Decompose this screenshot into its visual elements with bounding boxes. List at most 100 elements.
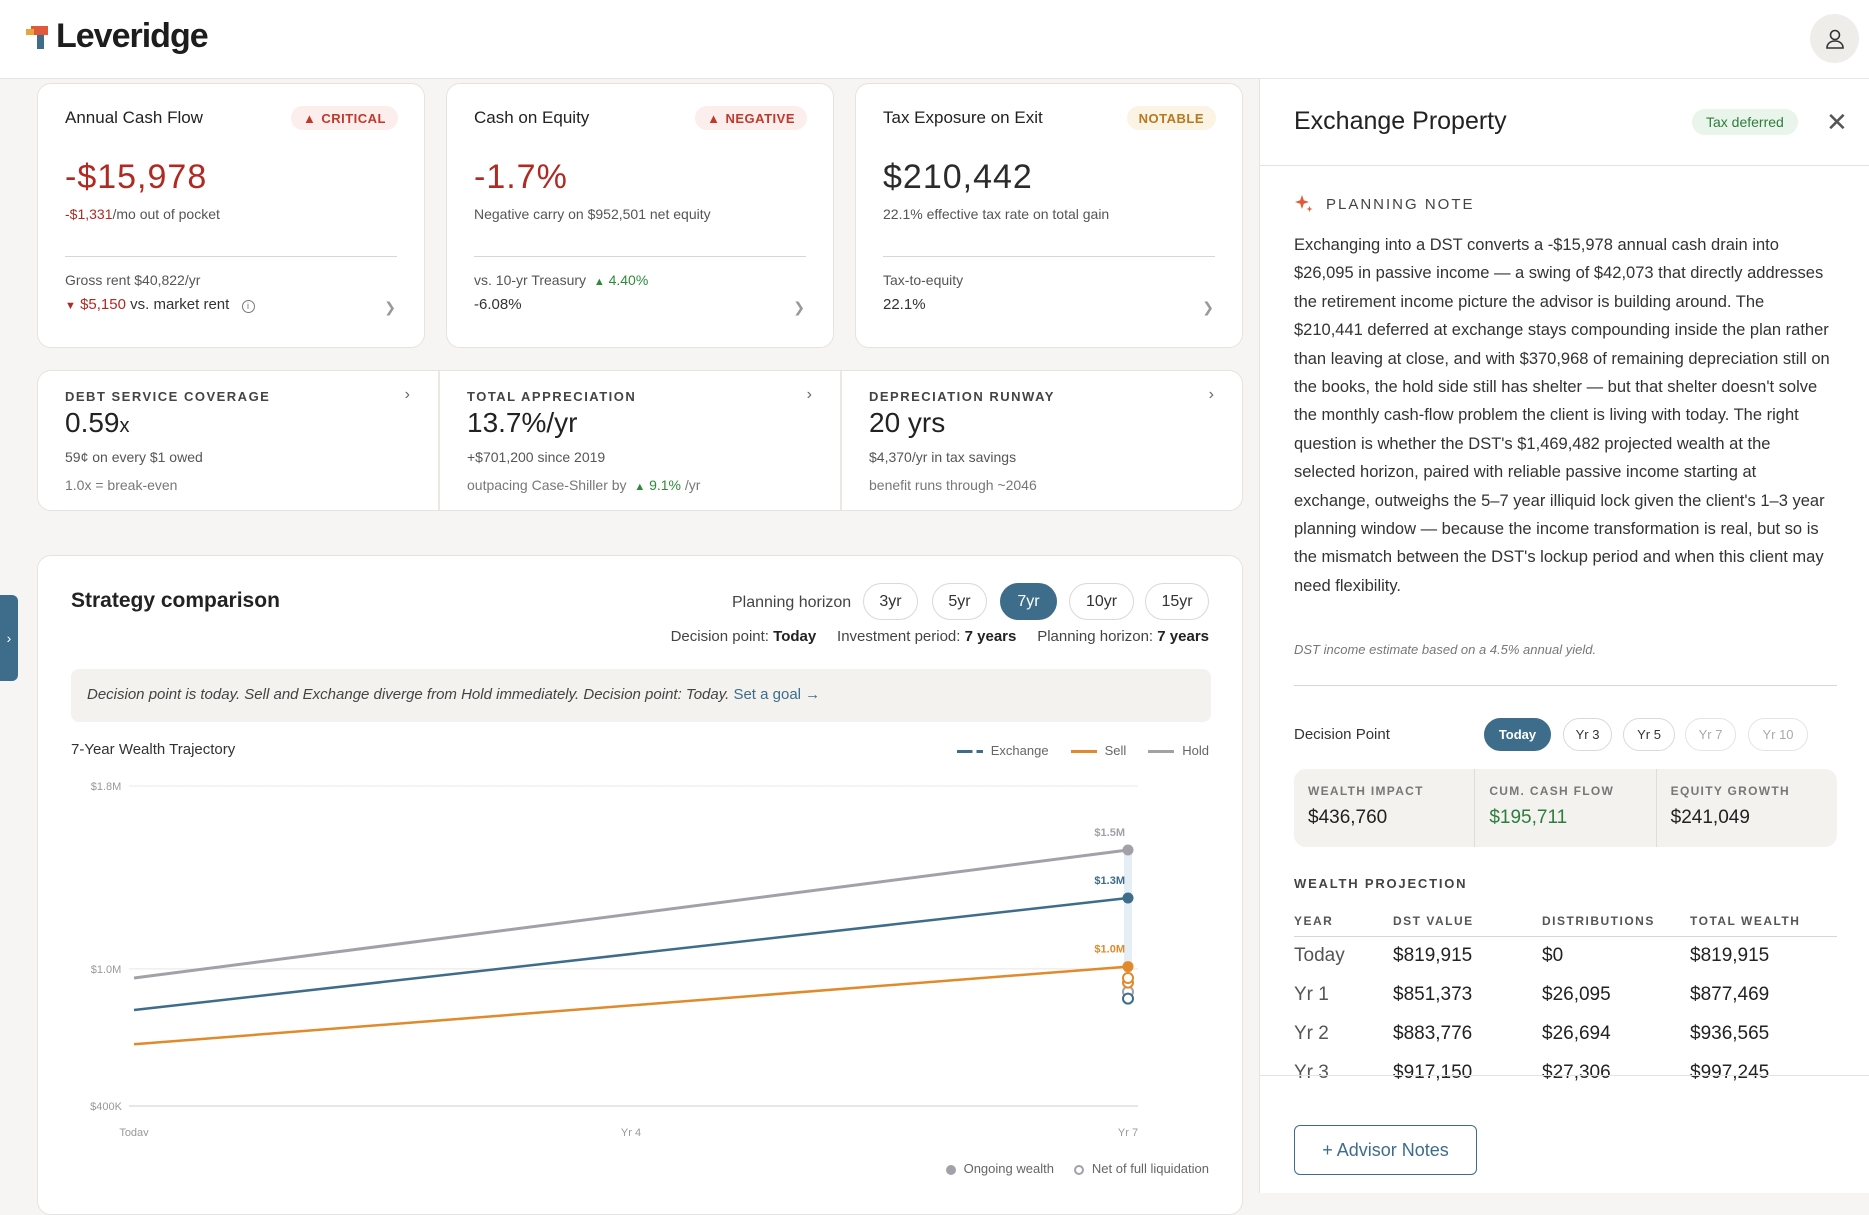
metric-value: 0.59x (65, 407, 130, 438)
horizon-5yr-button[interactable]: 5yr (932, 583, 987, 620)
horizon-7yr-button[interactable]: 7yr (1000, 583, 1057, 620)
horizon-10yr-button[interactable]: 10yr (1069, 583, 1134, 620)
spread-value: -6.08% (474, 296, 522, 313)
marker-legend: Ongoing wealth Net of full liquidation (945, 1161, 1209, 1176)
metrics-row: DEBT SERVICE COVERAGE › 0.59x 59¢ on eve… (37, 370, 1243, 511)
set-goal-link[interactable]: Set a goal → (733, 686, 821, 703)
kpi-subtext: 22.1% effective tax rate on total gain (883, 206, 1110, 222)
info-icon[interactable]: i (241, 300, 255, 313)
gross-rent: Gross rent $40,822/yr (65, 272, 201, 288)
divider (474, 256, 806, 257)
chevron-right-icon[interactable]: › (1208, 386, 1214, 403)
status-badge: ▲ CRITICAL (290, 106, 398, 130)
section-title: Strategy comparison (71, 589, 280, 612)
decision-summary: Decision point: Today Investment period:… (670, 628, 1209, 645)
chevron-right-icon[interactable]: ❯ (793, 299, 805, 315)
warning-icon: ▲ (302, 110, 317, 126)
exchange-property-panel: Exchange Property Tax deferred ✕ PLANNIN… (1259, 79, 1869, 1193)
y-tick-label: $400K (90, 1101, 122, 1113)
close-icon[interactable]: ✕ (1826, 107, 1848, 137)
planning-note-body: Exchanging into a DST converts a -$15,97… (1294, 236, 1830, 595)
table-row: Yr 1 $851,373 $26,095 $877,469 (1294, 984, 1770, 1005)
sparkle-icon (1295, 195, 1313, 212)
metric-subtext: 59¢ on every $1 owed (65, 449, 203, 465)
status-badge: ▲ NEGATIVE (695, 106, 807, 130)
chevron-right-icon[interactable]: › (404, 386, 410, 403)
top-bar: Leveridge (0, 0, 1869, 79)
warning-icon: ▲ (707, 110, 721, 126)
cumulative-cash-flow: CUM. CASH FLOW $195,711 (1475, 769, 1657, 847)
wealth-projection-table: YEAR DST VALUE DISTRIBUTIONS TOTAL WEALTH T… (1294, 905, 1837, 1093)
y-tick-label: $1.8M (91, 781, 122, 793)
metric-subtext: +$701,200 since 2019 (467, 449, 606, 465)
planning-horizon-label: Planning horizon (732, 594, 852, 611)
advisor-notes-button[interactable]: + Advisor Notes (1294, 1125, 1477, 1175)
kpi-subtext: -$1,331/mo out of pocket (65, 206, 220, 222)
cash-on-equity-card[interactable]: Cash on Equity ▲ NEGATIVE -1.7% Negative … (446, 83, 834, 348)
kpi-value: -$15,978 (65, 158, 208, 196)
expand-sidebar-button[interactable]: › (0, 595, 18, 681)
planning-note-footnote: DST income estimate based on a 4.5% annu… (1294, 642, 1597, 657)
x-tick-label: Today (119, 1127, 149, 1136)
strategy-comparison-card: Strategy comparison Planning horizon 3yr… (37, 555, 1243, 1215)
decision-yr5-button[interactable]: Yr 5 (1623, 718, 1675, 751)
chevron-right-icon[interactable]: ❯ (384, 299, 396, 315)
metric-subtext: $4,370/yr in tax savings (869, 449, 1017, 465)
metric-value: 13.7%/yr (467, 407, 578, 438)
market-rent-delta: ▼ $5,150 vs. market rent i (65, 296, 255, 313)
table-row: Today $819,915 $0 $819,915 (1294, 945, 1770, 966)
chart-title: 7-Year Wealth Trajectory (71, 741, 236, 758)
chevron-right-icon[interactable]: › (806, 386, 812, 403)
series-end-label: $1.5M (1094, 827, 1125, 839)
info-banner: Decision point is today. Sell and Exchan… (71, 669, 1211, 722)
decision-today-button[interactable]: Today (1484, 718, 1551, 751)
series-endpoint-exchange (1122, 892, 1134, 904)
planning-note-heading: PLANNING NOTE (1294, 194, 1475, 214)
user-menu-button[interactable] (1810, 14, 1859, 63)
series-line-hold (133, 848, 1129, 980)
series-endpoint-sell (1122, 961, 1134, 973)
user-icon (1825, 29, 1844, 49)
decision-yr3-button[interactable]: Yr 3 (1563, 718, 1612, 751)
wealth-trajectory-chart: $1.8M $1.0M $400K Today Yr 4 Yr 7 $1.3M $1.0M $1… (90, 781, 1138, 1136)
down-arrow-icon: ▼ (65, 300, 76, 312)
decision-yr10-button[interactable]: Yr 10 (1748, 718, 1808, 751)
divider (1294, 685, 1837, 686)
logo[interactable]: Leveridge (26, 17, 209, 56)
depreciation-runway-metric[interactable]: DEPRECIATION RUNWAY › 20 yrs $4,370/yr i… (842, 371, 1242, 510)
chart-legend: Exchange Sell Hold (956, 743, 1209, 758)
metric-label: TOTAL APPRECIATION (467, 389, 637, 404)
treasury-comparison: vs. 10-yr Treasury ▲ 4.40% (474, 272, 649, 288)
divider (1260, 165, 1869, 166)
tax-exposure-card[interactable]: Tax Exposure on Exit NOTABLE $210,442 22… (855, 83, 1243, 348)
legend-hold: Hold (1148, 743, 1209, 758)
metric-label: DEPRECIATION RUNWAY (869, 389, 1055, 404)
kpi-title: Annual Cash Flow (65, 108, 203, 127)
decision-yr7-button[interactable]: Yr 7 (1685, 718, 1736, 751)
tax-to-equity-value: 22.1% (883, 296, 926, 313)
kpi-subtext: Negative carry on $952,501 net equity (474, 206, 711, 222)
y-tick-label: $1.0M (91, 964, 122, 976)
kpi-value: $210,442 (883, 158, 1033, 196)
equity-growth: EQUITY GROWTH $241,049 (1670, 784, 1791, 828)
divider (65, 256, 397, 257)
divider (883, 256, 1215, 257)
kpi-title: Tax Exposure on Exit (883, 108, 1043, 127)
decision-point-label: Decision Point (1294, 726, 1390, 743)
annual-cash-flow-card[interactable]: Annual Cash Flow ▲ CRITICAL -$15,978 -$1,… (37, 83, 425, 348)
panel-title: Exchange Property (1294, 107, 1507, 135)
series-line-sell (133, 965, 1129, 1046)
metric-value: 20 yrs (869, 407, 946, 438)
chevron-right-icon[interactable]: ❯ (1202, 299, 1214, 315)
total-appreciation-metric[interactable]: TOTAL APPRECIATION › 13.7%/yr +$701,200 … (440, 371, 842, 510)
horizon-15yr-button[interactable]: 15yr (1145, 583, 1209, 620)
status-badge: NOTABLE (1126, 106, 1216, 130)
metric-note: benefit runs through ~2046 (869, 477, 1037, 493)
debt-service-coverage-metric[interactable]: DEBT SERVICE COVERAGE › 0.59x 59¢ on eve… (38, 371, 440, 510)
horizon-3yr-button[interactable]: 3yr (863, 583, 918, 620)
series-endpoint-hold (1122, 844, 1134, 856)
legend-exchange: Exchange (956, 743, 1049, 758)
kpi-title: Cash on Equity (474, 108, 590, 127)
legend-sell: Sell (1070, 743, 1126, 758)
logo-mark-icon (26, 22, 50, 52)
